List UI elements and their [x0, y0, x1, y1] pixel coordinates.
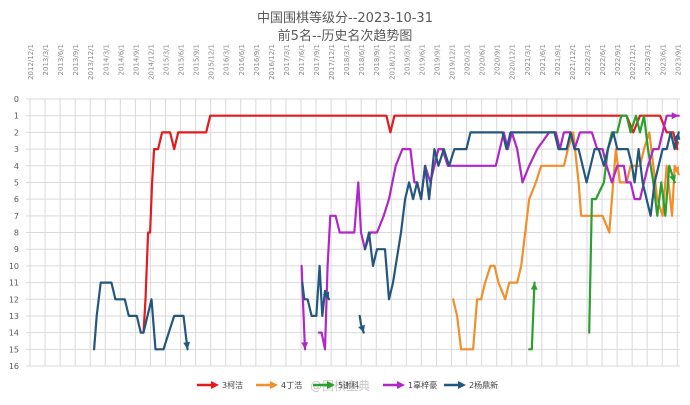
x-tick-label: 2021/6/1 — [539, 44, 547, 75]
x-tick-label: 2020/9/1 — [494, 44, 502, 75]
series-arrowhead — [669, 174, 676, 183]
chart-title: 中国围棋等级分--2023-10-31 — [257, 10, 433, 26]
y-tick-label: 0 — [14, 95, 19, 104]
series-line — [317, 114, 680, 351]
x-tick-label: 2021/12/1 — [569, 44, 577, 80]
x-tick-label: 2021/3/1 — [524, 44, 532, 75]
x-tick-label: 2020/3/1 — [464, 44, 472, 75]
legend-arrowhead — [270, 381, 278, 389]
series-arrowhead — [673, 132, 681, 140]
x-tick-label: 2015/12/1 — [208, 44, 216, 80]
x-tick-label: 2018/9/1 — [373, 44, 381, 75]
x-tick-label: 2019/6/1 — [418, 44, 426, 75]
y-tick-label: 7 — [14, 212, 19, 221]
y-tick-label: 1 — [14, 112, 19, 121]
y-tick-label: 3 — [14, 145, 19, 154]
x-tick-label: 2019/9/1 — [433, 44, 441, 75]
series-line — [92, 281, 189, 351]
x-tick-label: 2023/3/1 — [644, 44, 652, 75]
x-tick-label: 2019/12/1 — [449, 44, 457, 80]
y-tick-label: 2 — [14, 128, 19, 137]
series-line — [142, 114, 679, 334]
y-tick-label: 15 — [9, 345, 19, 354]
legend: 3柯洁 4丁浩 5谢科 1辜梓豪 2杨鼎新 — [197, 380, 498, 390]
x-tick-label: 2018/3/1 — [343, 44, 351, 75]
x-tick-label: 2023/6/1 — [659, 44, 667, 75]
legend-arrowhead — [458, 381, 466, 389]
x-tick-label: 2013/12/1 — [87, 44, 95, 80]
x-tick-label: 2022/9/1 — [614, 44, 622, 75]
x-tick-label: 2017/9/1 — [313, 44, 321, 75]
series-arrowhead — [322, 291, 330, 300]
legend-arrowhead — [211, 381, 219, 389]
series-line — [452, 131, 680, 351]
x-tick-label: 2020/6/1 — [479, 44, 487, 75]
x-tick-label: 2014/3/1 — [102, 44, 110, 75]
legend-label: 3柯洁 — [222, 380, 243, 390]
x-tick-label: 2022/6/1 — [599, 44, 607, 75]
x-tick-label: 2014/12/1 — [147, 44, 155, 80]
watermark: @围棋宝典 — [310, 379, 370, 393]
legend-label: 1辜梓豪 — [408, 380, 437, 390]
x-tick-label: 2014/9/1 — [132, 44, 140, 75]
x-tick-label: 2019/3/1 — [403, 44, 411, 75]
series-arrowhead — [358, 324, 365, 333]
x-tick-label: 2020/12/1 — [509, 44, 517, 80]
series-line — [528, 281, 536, 351]
x-axis-ticks: 2012/12/1 2013/3/1 2013/6/1 2013/9/1 2013/12… — [27, 44, 682, 80]
legend-label: 4丁浩 — [281, 380, 302, 390]
y-tick-label: 11 — [9, 279, 19, 288]
x-tick-label: 2016/6/1 — [238, 44, 246, 75]
chart-subtitle: 前5名--历史名次趋势图 — [278, 28, 413, 44]
x-tick-label: 2014/6/1 — [117, 44, 125, 75]
y-tick-label: 5 — [14, 178, 19, 187]
x-tick-label: 2022/12/1 — [629, 44, 637, 80]
x-tick-label: 2017/3/1 — [283, 44, 291, 75]
series-arrowhead — [183, 341, 191, 350]
series-arrowhead — [672, 166, 679, 175]
y-tick-label: 10 — [9, 262, 19, 271]
series-lines — [92, 112, 681, 351]
x-tick-label: 2013/9/1 — [72, 44, 80, 75]
y-tick-label: 14 — [9, 329, 19, 338]
x-tick-label: 2022/3/1 — [584, 44, 592, 75]
x-tick-label: 2017/6/1 — [298, 44, 306, 75]
legend-label: 2杨鼎新 — [469, 380, 498, 390]
x-tick-label: 2023/9/1 — [674, 44, 682, 75]
x-tick-label: 2017/12/1 — [328, 44, 336, 80]
series-line — [300, 264, 307, 351]
x-tick-label: 2015/9/1 — [193, 44, 201, 75]
series-line — [588, 114, 676, 334]
legend-arrowhead — [397, 381, 405, 389]
x-tick-label: 2012/12/1 — [27, 44, 35, 80]
x-tick-label: 2016/9/1 — [253, 44, 261, 75]
series-arrowhead — [301, 342, 309, 350]
series-arrowhead — [671, 112, 679, 120]
x-tick-label: 2018/12/1 — [388, 44, 396, 80]
y-tick-label: 8 — [14, 229, 19, 238]
series-line — [363, 131, 680, 301]
y-tick-label: 6 — [14, 195, 19, 204]
x-tick-label: 2013/3/1 — [42, 44, 50, 75]
x-tick-label: 2013/6/1 — [57, 44, 65, 75]
x-tick-label: 2018/6/1 — [358, 44, 366, 75]
x-tick-label: 2016/3/1 — [223, 44, 231, 75]
y-tick-label: 9 — [14, 245, 19, 254]
legend-arrowhead — [327, 381, 335, 389]
x-tick-label: 2015/3/1 — [162, 44, 170, 75]
x-tick-label: 2021/9/1 — [554, 44, 562, 75]
x-tick-label: 2015/6/1 — [178, 44, 186, 75]
y-tick-label: 4 — [14, 162, 19, 171]
y-tick-label: 16 — [9, 362, 19, 371]
series-line — [301, 264, 331, 317]
y-tick-label: 13 — [9, 312, 19, 321]
x-tick-label: 2016/12/1 — [268, 44, 276, 80]
series-arrowhead — [530, 282, 538, 290]
y-tick-label: 12 — [9, 295, 19, 304]
legend-label: 5谢科 — [338, 380, 359, 390]
